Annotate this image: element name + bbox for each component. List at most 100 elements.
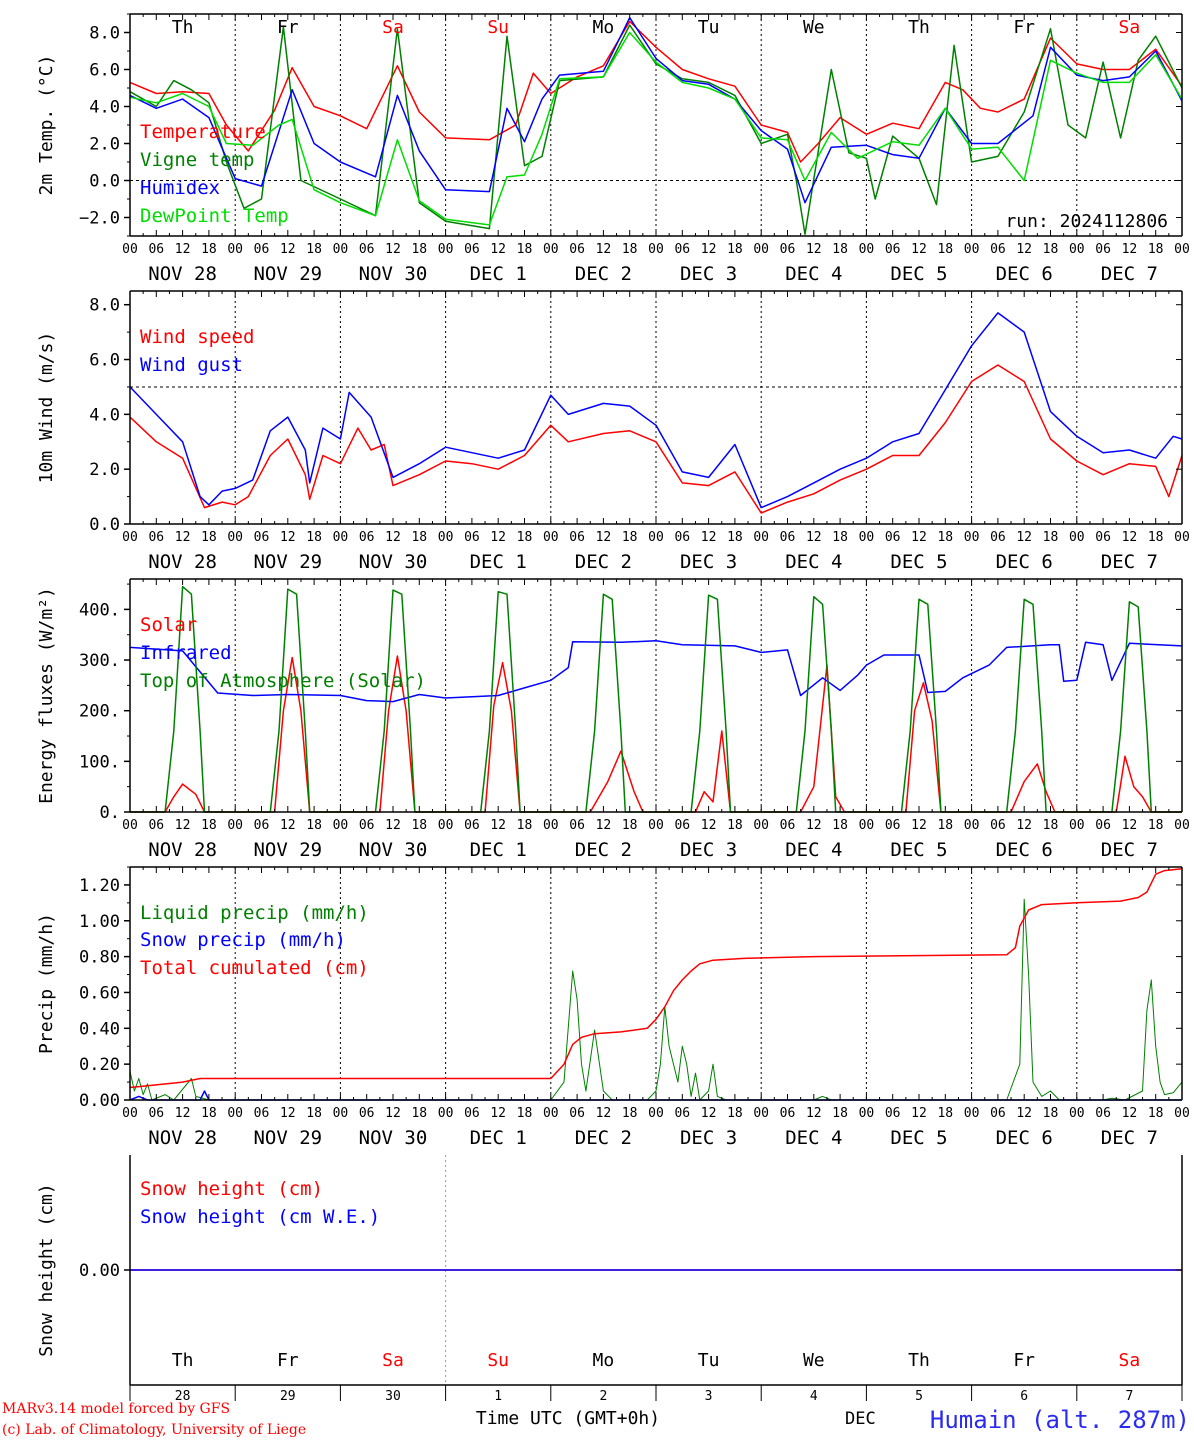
panel-1: −2.0 0.0 2.0 4.0 6.0 8.0 2m Temp. (°C) Temperat… bbox=[36, 13, 1190, 285]
hour-tick-label: 18 bbox=[201, 818, 217, 833]
legend-entry: Temperature bbox=[140, 121, 266, 143]
model-credit: MARv3.14 model forced by GFS bbox=[2, 1401, 230, 1417]
hour-tick-label: 00 bbox=[122, 242, 138, 257]
day-number: 28 bbox=[175, 1389, 191, 1404]
hour-tick-label: 12 bbox=[490, 818, 506, 833]
date-label: NOV 30 bbox=[359, 551, 428, 573]
date-label: DEC 3 bbox=[680, 839, 737, 861]
hour-tick-label: 06 bbox=[1095, 818, 1111, 833]
hour-tick-label: 12 bbox=[701, 818, 717, 833]
day-number: 2 bbox=[599, 1389, 607, 1404]
panel-3: 0. 100. 200. 300. 400. Energy fluxes (W/m²) So… bbox=[36, 578, 1190, 861]
hour-tick-label: 12 bbox=[806, 1106, 822, 1121]
hour-tick-label: 06 bbox=[464, 530, 480, 545]
hour-tick-label: 12 bbox=[1016, 242, 1032, 257]
day-name: Fr bbox=[1013, 1350, 1035, 1371]
hour-tick-label: 00 bbox=[1174, 818, 1190, 833]
y-tick-label: 4.0 bbox=[89, 405, 120, 425]
y-tick-label: 0.00 bbox=[79, 1091, 120, 1111]
day-name: Fr bbox=[277, 17, 299, 38]
hour-tick-label: 00 bbox=[1069, 242, 1085, 257]
legend-entry: Solar bbox=[140, 614, 197, 636]
hour-tick-label: 18 bbox=[1148, 1106, 1164, 1121]
day-name: Mo bbox=[593, 1350, 615, 1371]
y-axis-title: 10m Wind (m/s) bbox=[36, 332, 57, 484]
date-label: DEC 5 bbox=[890, 1127, 947, 1149]
hour-tick-label: 06 bbox=[569, 818, 585, 833]
hour-tick-label: 18 bbox=[727, 818, 743, 833]
hour-tick-label: 00 bbox=[333, 242, 349, 257]
hour-tick-label: 12 bbox=[911, 242, 927, 257]
hour-tick-label: 18 bbox=[1148, 530, 1164, 545]
hour-tick-label: 18 bbox=[306, 242, 322, 257]
hour-tick-label: 18 bbox=[622, 818, 638, 833]
y-tick-label: 300. bbox=[79, 651, 120, 671]
hour-tick-label: 18 bbox=[201, 1106, 217, 1121]
hour-tick-label: 06 bbox=[359, 1106, 375, 1121]
hour-tick-label: 06 bbox=[569, 530, 585, 545]
y-tick-label: 400. bbox=[79, 600, 120, 620]
hour-tick-label: 00 bbox=[648, 818, 664, 833]
date-label: NOV 30 bbox=[359, 263, 428, 285]
day-name: Th bbox=[172, 1350, 194, 1371]
hour-tick-label: 06 bbox=[148, 242, 164, 257]
legend-entry: Top of Atmosphere (Solar) bbox=[140, 670, 426, 692]
hour-tick-label: 06 bbox=[1095, 1106, 1111, 1121]
day-name: Tu bbox=[698, 17, 720, 38]
hour-tick-label: 00 bbox=[122, 530, 138, 545]
y-tick-label: 0.60 bbox=[79, 983, 120, 1003]
hour-tick-label: 00 bbox=[964, 242, 980, 257]
date-label: DEC 5 bbox=[890, 551, 947, 573]
date-label: DEC 7 bbox=[1101, 1127, 1158, 1149]
date-label: DEC 3 bbox=[680, 263, 737, 285]
hour-tick-label: 18 bbox=[937, 818, 953, 833]
y-tick-label: −2.0 bbox=[79, 209, 120, 229]
date-label: NOV 28 bbox=[148, 263, 217, 285]
hour-tick-label: 00 bbox=[859, 242, 875, 257]
hour-tick-label: 06 bbox=[780, 242, 796, 257]
y-axis-title: Snow height (cm) bbox=[36, 1183, 57, 1356]
date-label: DEC 2 bbox=[575, 263, 632, 285]
hour-tick-label: 18 bbox=[306, 818, 322, 833]
legend-entry: Snow precip (mm/h) bbox=[140, 929, 346, 951]
hour-tick-label: 00 bbox=[122, 1106, 138, 1121]
hour-tick-label: 12 bbox=[1016, 530, 1032, 545]
y-tick-label: 100. bbox=[79, 752, 120, 772]
hour-tick-label: 00 bbox=[859, 530, 875, 545]
hour-tick-label: 00 bbox=[122, 818, 138, 833]
hour-tick-label: 00 bbox=[543, 242, 559, 257]
date-label: DEC 5 bbox=[890, 839, 947, 861]
hour-tick-label: 12 bbox=[175, 530, 191, 545]
hour-tick-label: 18 bbox=[517, 1106, 533, 1121]
hour-tick-label: 06 bbox=[674, 242, 690, 257]
date-label: NOV 28 bbox=[148, 1127, 217, 1149]
date-label: DEC 2 bbox=[575, 839, 632, 861]
date-label: NOV 29 bbox=[253, 263, 322, 285]
series-line-liquid-precip-mm-h- bbox=[129, 898, 1183, 1101]
hour-tick-label: 00 bbox=[1069, 530, 1085, 545]
date-label: NOV 29 bbox=[253, 1127, 322, 1149]
hour-tick-label: 12 bbox=[385, 1106, 401, 1121]
hour-tick-label: 06 bbox=[780, 818, 796, 833]
date-label: DEC 1 bbox=[470, 263, 527, 285]
legend-entry: Wind speed bbox=[140, 326, 254, 348]
hour-tick-label: 06 bbox=[148, 1106, 164, 1121]
hour-tick-label: 12 bbox=[385, 818, 401, 833]
hour-tick-label: 00 bbox=[438, 818, 454, 833]
hour-tick-label: 00 bbox=[964, 1106, 980, 1121]
y-tick-label: 0.80 bbox=[79, 948, 120, 968]
legend-entry: Snow height (cm) bbox=[140, 1178, 323, 1200]
hour-tick-label: 18 bbox=[727, 1106, 743, 1121]
hour-tick-label: 18 bbox=[832, 1106, 848, 1121]
hour-tick-label: 06 bbox=[674, 530, 690, 545]
hour-tick-label: 18 bbox=[411, 530, 427, 545]
hour-tick-label: 06 bbox=[359, 242, 375, 257]
series-line-humidex bbox=[129, 16, 1183, 204]
hour-tick-label: 12 bbox=[1122, 242, 1138, 257]
hour-tick-label: 00 bbox=[859, 1106, 875, 1121]
hour-tick-label: 12 bbox=[911, 1106, 927, 1121]
day-name: Th bbox=[908, 17, 930, 38]
hour-tick-label: 00 bbox=[753, 242, 769, 257]
hour-tick-label: 18 bbox=[937, 1106, 953, 1121]
hour-tick-label: 06 bbox=[569, 242, 585, 257]
